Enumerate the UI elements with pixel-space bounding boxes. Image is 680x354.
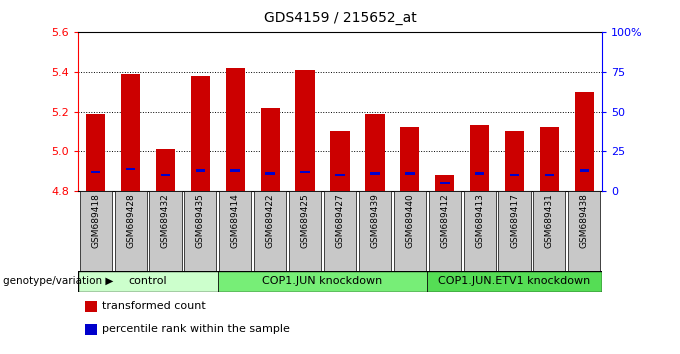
- Text: GSM689432: GSM689432: [161, 194, 170, 248]
- Bar: [191, 76, 210, 191]
- Text: GSM689440: GSM689440: [405, 194, 414, 248]
- Bar: [510, 174, 520, 176]
- Text: GSM689422: GSM689422: [266, 194, 275, 248]
- Bar: [226, 68, 245, 191]
- Bar: [80, 191, 112, 271]
- Text: GSM689439: GSM689439: [371, 194, 379, 249]
- Bar: [428, 191, 461, 271]
- Text: GSM689413: GSM689413: [475, 194, 484, 249]
- Bar: [254, 191, 286, 271]
- Bar: [219, 191, 252, 271]
- Bar: [464, 191, 496, 271]
- Bar: [196, 169, 205, 172]
- Bar: [126, 168, 135, 170]
- Bar: [545, 174, 554, 176]
- Bar: [470, 125, 489, 191]
- Text: GSM689412: GSM689412: [440, 194, 449, 248]
- Bar: [86, 114, 105, 191]
- Text: GSM689431: GSM689431: [545, 194, 554, 249]
- Text: GSM689418: GSM689418: [91, 194, 100, 249]
- Bar: [335, 174, 345, 176]
- Text: GSM689414: GSM689414: [231, 194, 240, 248]
- Text: GSM689428: GSM689428: [126, 194, 135, 248]
- Bar: [440, 182, 449, 184]
- Bar: [289, 191, 321, 271]
- Text: GSM689427: GSM689427: [335, 194, 345, 248]
- Text: transformed count: transformed count: [102, 301, 206, 311]
- Bar: [265, 172, 275, 175]
- Text: GDS4159 / 215652_at: GDS4159 / 215652_at: [264, 11, 416, 25]
- Text: genotype/variation ▶: genotype/variation ▶: [3, 276, 114, 286]
- Bar: [405, 172, 415, 175]
- Text: percentile rank within the sample: percentile rank within the sample: [102, 324, 290, 334]
- Bar: [579, 169, 589, 172]
- Bar: [121, 74, 140, 191]
- Bar: [568, 191, 600, 271]
- Bar: [575, 92, 594, 191]
- Bar: [394, 191, 426, 271]
- Bar: [78, 271, 218, 292]
- Bar: [365, 114, 384, 191]
- Bar: [91, 171, 101, 173]
- Bar: [218, 271, 427, 292]
- Bar: [184, 191, 216, 271]
- Bar: [114, 191, 147, 271]
- Bar: [330, 131, 350, 191]
- Text: GSM689438: GSM689438: [580, 194, 589, 249]
- Bar: [296, 70, 315, 191]
- Bar: [160, 174, 170, 176]
- Text: COP1.JUN.ETV1 knockdown: COP1.JUN.ETV1 knockdown: [439, 276, 591, 286]
- Bar: [533, 191, 566, 271]
- Bar: [427, 271, 602, 292]
- Bar: [370, 172, 379, 175]
- Bar: [359, 191, 391, 271]
- Bar: [435, 175, 454, 191]
- Bar: [156, 149, 175, 191]
- Bar: [505, 131, 524, 191]
- Text: GSM689417: GSM689417: [510, 194, 519, 249]
- Text: GSM689425: GSM689425: [301, 194, 309, 248]
- Text: GSM689435: GSM689435: [196, 194, 205, 249]
- Text: control: control: [129, 276, 167, 286]
- Bar: [401, 127, 420, 191]
- Bar: [301, 171, 310, 173]
- Bar: [150, 191, 182, 271]
- Bar: [540, 127, 559, 191]
- Bar: [260, 108, 279, 191]
- Bar: [498, 191, 530, 271]
- Text: COP1.JUN knockdown: COP1.JUN knockdown: [262, 276, 383, 286]
- Bar: [324, 191, 356, 271]
- Bar: [475, 172, 484, 175]
- Bar: [231, 169, 240, 172]
